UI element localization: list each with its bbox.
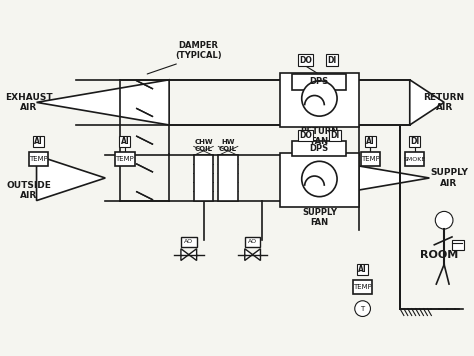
Text: AO: AO — [248, 239, 257, 244]
Polygon shape — [245, 249, 253, 261]
Circle shape — [435, 211, 453, 229]
Text: DPS: DPS — [309, 144, 328, 153]
Polygon shape — [36, 80, 169, 125]
Polygon shape — [297, 156, 429, 200]
Text: OUTSIDE
AIR: OUTSIDE AIR — [6, 181, 51, 200]
Text: SMOKE: SMOKE — [403, 157, 426, 162]
Text: DPS: DPS — [309, 77, 328, 86]
Bar — [361, 152, 380, 166]
Bar — [353, 280, 373, 294]
Text: AI: AI — [120, 137, 129, 146]
Text: DAMPER
(TYPICAL): DAMPER (TYPICAL) — [175, 41, 222, 60]
Bar — [194, 156, 213, 200]
Text: HW
COIL: HW COIL — [219, 139, 237, 152]
Text: AI: AI — [366, 137, 375, 146]
Bar — [280, 153, 359, 208]
Text: DI: DI — [328, 56, 337, 65]
Polygon shape — [189, 249, 197, 261]
Bar — [452, 240, 464, 250]
Polygon shape — [410, 80, 444, 125]
Text: TEMP: TEMP — [361, 156, 380, 162]
Circle shape — [302, 81, 337, 116]
Text: DO: DO — [299, 131, 312, 140]
Text: SUPPLY
FAN: SUPPLY FAN — [302, 208, 337, 227]
Text: EXHAUST
AIR: EXHAUST AIR — [5, 93, 53, 112]
Text: ROOM: ROOM — [420, 250, 458, 260]
Text: SUPPLY
AIR: SUPPLY AIR — [430, 168, 468, 188]
Bar — [115, 152, 135, 166]
Text: TEMP: TEMP — [116, 156, 134, 162]
Bar — [181, 237, 197, 247]
Text: AO: AO — [184, 239, 193, 244]
Bar — [292, 141, 346, 156]
Text: TEMP: TEMP — [353, 284, 372, 290]
Polygon shape — [181, 249, 189, 261]
Bar — [405, 152, 425, 166]
Polygon shape — [253, 249, 261, 261]
Polygon shape — [36, 156, 105, 200]
Bar — [280, 73, 359, 127]
Text: AI: AI — [34, 137, 43, 146]
Text: RETURN
FAN: RETURN FAN — [300, 127, 338, 146]
Text: DI: DI — [410, 137, 419, 146]
Bar — [292, 74, 346, 90]
Circle shape — [302, 161, 337, 197]
Text: RETURN
AIR: RETURN AIR — [424, 93, 465, 112]
Circle shape — [355, 301, 371, 316]
Text: TEMP: TEMP — [29, 156, 48, 162]
Bar — [29, 152, 48, 166]
Bar — [245, 237, 261, 247]
Bar — [218, 156, 238, 200]
Text: DI: DI — [330, 131, 340, 140]
Text: T: T — [361, 305, 365, 312]
Text: AI: AI — [358, 265, 367, 274]
Text: DO: DO — [299, 56, 312, 65]
Text: CHW
COIL: CHW COIL — [194, 139, 213, 152]
